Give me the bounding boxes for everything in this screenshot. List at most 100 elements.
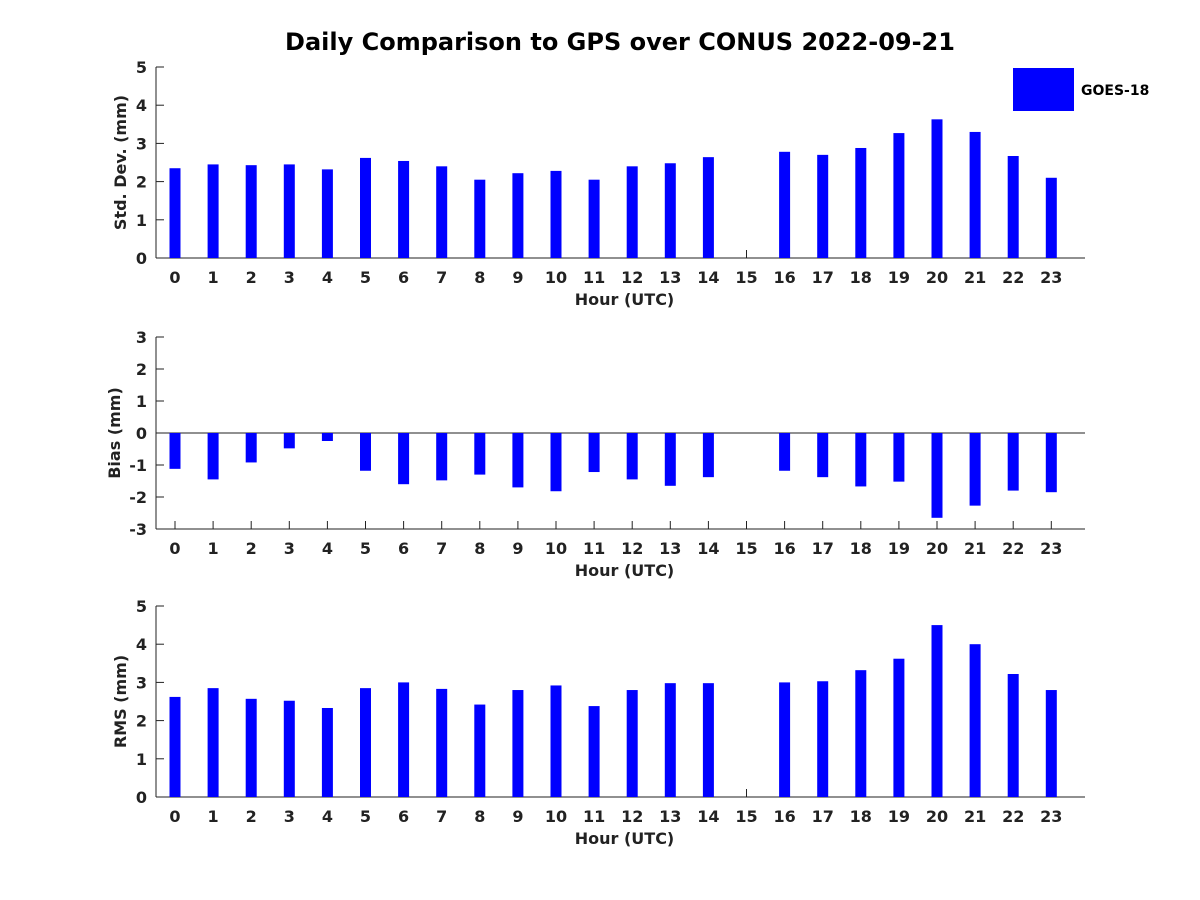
y-tick-label: 1 xyxy=(136,750,147,769)
bar xyxy=(360,688,371,797)
bar xyxy=(779,682,791,797)
x-tick-label: 15 xyxy=(735,807,757,826)
bar xyxy=(779,433,791,471)
bar xyxy=(169,433,181,469)
bar xyxy=(817,433,829,478)
y-tick-label: 3 xyxy=(136,673,147,692)
x-tick-label: 12 xyxy=(621,807,643,826)
x-tick-label: 23 xyxy=(1040,268,1062,287)
bar xyxy=(321,707,333,797)
x-axis-label: Hour (UTC) xyxy=(575,829,675,848)
bar xyxy=(398,160,410,258)
bar xyxy=(550,170,562,258)
x-tick-label: 16 xyxy=(773,807,795,826)
legend-label: GOES-18 xyxy=(1081,83,1149,99)
x-tick-label: 21 xyxy=(964,539,986,558)
legend: GOES-18 xyxy=(1013,68,1149,111)
x-tick-label: 9 xyxy=(512,539,523,558)
bar xyxy=(512,433,524,488)
x-tick-label: 4 xyxy=(322,539,333,558)
bar xyxy=(626,690,638,797)
y-tick-label: 1 xyxy=(136,392,147,411)
x-tick-label: 0 xyxy=(169,539,180,558)
bar xyxy=(588,706,600,797)
x-tick-label: 22 xyxy=(1002,539,1024,558)
bar xyxy=(283,700,295,797)
x-axis-label: Hour (UTC) xyxy=(575,561,675,580)
y-tick-label: 0 xyxy=(136,249,147,268)
bar xyxy=(1045,433,1057,493)
x-tick-label: 4 xyxy=(322,807,333,826)
bar xyxy=(207,433,219,480)
x-tick-label: 22 xyxy=(1002,268,1024,287)
bar xyxy=(398,433,410,485)
x-tick-label: 12 xyxy=(621,268,643,287)
bar xyxy=(626,433,638,480)
y-tick-label: -2 xyxy=(129,488,147,507)
x-tick-label: 23 xyxy=(1040,807,1062,826)
bar xyxy=(664,163,676,258)
bar xyxy=(931,433,943,518)
x-tick-label: 7 xyxy=(436,539,447,558)
y-tick-label: 3 xyxy=(136,134,147,153)
bar xyxy=(283,164,295,258)
bar xyxy=(855,433,867,487)
x-tick-label: 9 xyxy=(512,268,523,287)
x-tick-label: 16 xyxy=(773,539,795,558)
x-tick-label: 13 xyxy=(659,539,681,558)
x-tick-label: 13 xyxy=(659,807,681,826)
y-tick-label: 5 xyxy=(136,597,147,616)
bar xyxy=(893,133,905,258)
bar xyxy=(702,157,714,258)
x-tick-label: 0 xyxy=(169,807,180,826)
y-tick-label: 0 xyxy=(136,424,147,443)
x-axis-label: Hour (UTC) xyxy=(575,290,675,309)
y-tick-label: 2 xyxy=(136,360,147,379)
bar xyxy=(588,179,600,258)
x-tick-label: 7 xyxy=(436,807,447,826)
x-tick-label: 14 xyxy=(697,539,719,558)
x-tick-label: 19 xyxy=(888,807,910,826)
bar xyxy=(550,685,562,797)
y-tick-label: 4 xyxy=(136,96,147,115)
x-tick-label: 21 xyxy=(964,268,986,287)
y-tick-label: 3 xyxy=(136,328,147,347)
bar xyxy=(321,169,333,258)
x-tick-label: 2 xyxy=(246,539,257,558)
bar xyxy=(817,681,829,797)
bar xyxy=(474,433,486,475)
bar xyxy=(169,168,181,258)
y-tick-label: -1 xyxy=(129,456,147,475)
x-tick-label: 14 xyxy=(697,807,719,826)
bar xyxy=(1045,690,1057,797)
x-tick-label: 8 xyxy=(474,539,485,558)
bar xyxy=(207,688,219,797)
x-tick-label: 3 xyxy=(284,807,295,826)
x-tick-label: 19 xyxy=(888,539,910,558)
y-tick-label: 4 xyxy=(136,635,147,654)
x-tick-label: 18 xyxy=(850,268,872,287)
x-tick-label: 23 xyxy=(1040,539,1062,558)
bar xyxy=(702,433,714,478)
bar xyxy=(779,151,791,258)
bar xyxy=(245,433,257,463)
x-tick-label: 20 xyxy=(926,807,948,826)
y-tick-label: 0 xyxy=(136,788,147,807)
y-tick-label: -3 xyxy=(129,520,147,539)
x-tick-label: 1 xyxy=(208,539,219,558)
bar xyxy=(664,433,676,486)
x-tick-label: 2 xyxy=(246,807,257,826)
bar xyxy=(855,670,867,797)
bar xyxy=(436,166,448,258)
x-tick-label: 3 xyxy=(284,539,295,558)
x-tick-label: 12 xyxy=(621,539,643,558)
x-tick-label: 16 xyxy=(773,268,795,287)
legend-swatch xyxy=(1013,68,1074,111)
bar xyxy=(512,690,524,797)
x-tick-label: 22 xyxy=(1002,807,1024,826)
x-tick-label: 8 xyxy=(474,268,485,287)
y-tick-label: 1 xyxy=(136,211,147,230)
bar xyxy=(855,147,867,258)
x-tick-label: 3 xyxy=(284,268,295,287)
x-tick-label: 5 xyxy=(360,539,371,558)
